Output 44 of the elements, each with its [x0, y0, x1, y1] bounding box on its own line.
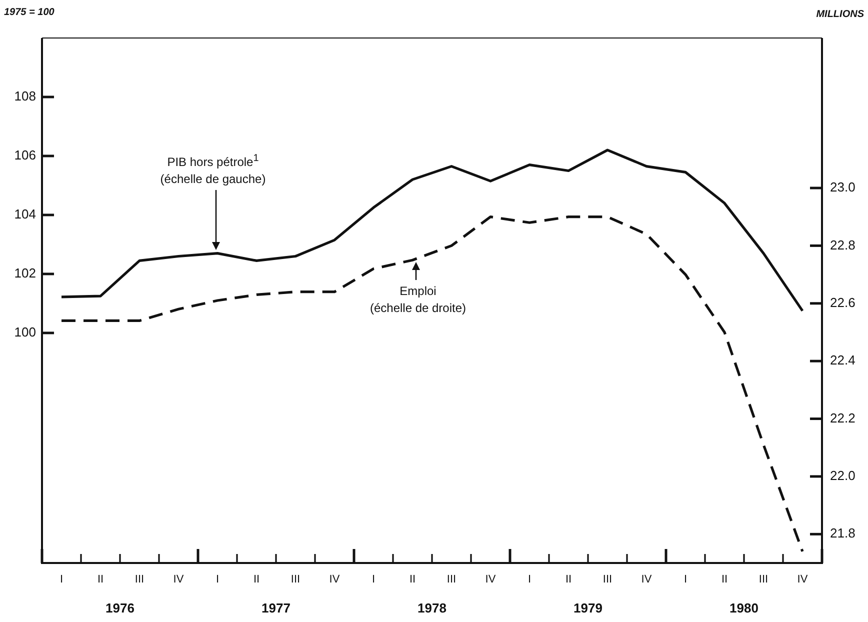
y-axis-title: 1975 = 100 [4, 6, 55, 18]
x-tick-label: IV [797, 574, 808, 586]
y2-tick-label: 22.8 [830, 237, 856, 252]
x-tick-label: I [60, 574, 64, 586]
annotation: PIB hors pétrole$^{1}$ [166, 152, 260, 171]
y2-tick-label: 22.2 [830, 410, 856, 426]
x-tick-label: III [134, 574, 144, 586]
y-tick-label: 100 [14, 324, 36, 340]
x-tick-label: II [253, 574, 260, 586]
x-tick-label: IV [329, 574, 340, 586]
y2-tick-label: 21.8 [830, 526, 856, 541]
y-tick-label: 106 [14, 148, 36, 163]
y2-tick-label: 22.6 [830, 294, 856, 310]
x-tick-label: III [446, 574, 456, 586]
y-tick-label: 108 [14, 88, 36, 104]
x-tick-label: III [602, 574, 612, 586]
x-tick-label: I [684, 574, 688, 586]
line-series [60, 216, 804, 553]
y2-tick-label: 22.4 [830, 352, 856, 368]
x-tick-label: I [372, 574, 376, 586]
annotation: (échelle de droite) [368, 300, 468, 317]
y-tick-label: 102 [14, 266, 36, 281]
x-tick-label: II [409, 574, 416, 586]
y2-tick-label: 22.0 [830, 468, 856, 484]
text: 1980 [730, 600, 758, 616]
text: 1979 [574, 600, 602, 616]
x-tick-label: III [290, 574, 300, 586]
x-tick-label: III [758, 574, 768, 586]
text: 1978 [418, 600, 446, 616]
y-tick-label: 104 [14, 206, 36, 222]
x-tick-label: I [216, 574, 220, 586]
x-tick-label: II [565, 574, 572, 586]
y2-tick-label: 23.0 [830, 180, 856, 195]
y2-axis-title: MILLIONS [816, 8, 864, 20]
text: 1977 [262, 600, 290, 616]
x-tick-label: IV [173, 574, 184, 586]
x-tick-label: IV [485, 574, 496, 586]
x-tick-label: II [721, 574, 728, 586]
x-tick-label: I [528, 574, 532, 586]
x-tick-label: IV [641, 574, 652, 586]
x-tick-label: II [97, 574, 104, 586]
text: 1976 [106, 600, 134, 616]
annotation: (échelle de gauche) [159, 171, 267, 188]
annotation: Emploi [398, 283, 438, 300]
